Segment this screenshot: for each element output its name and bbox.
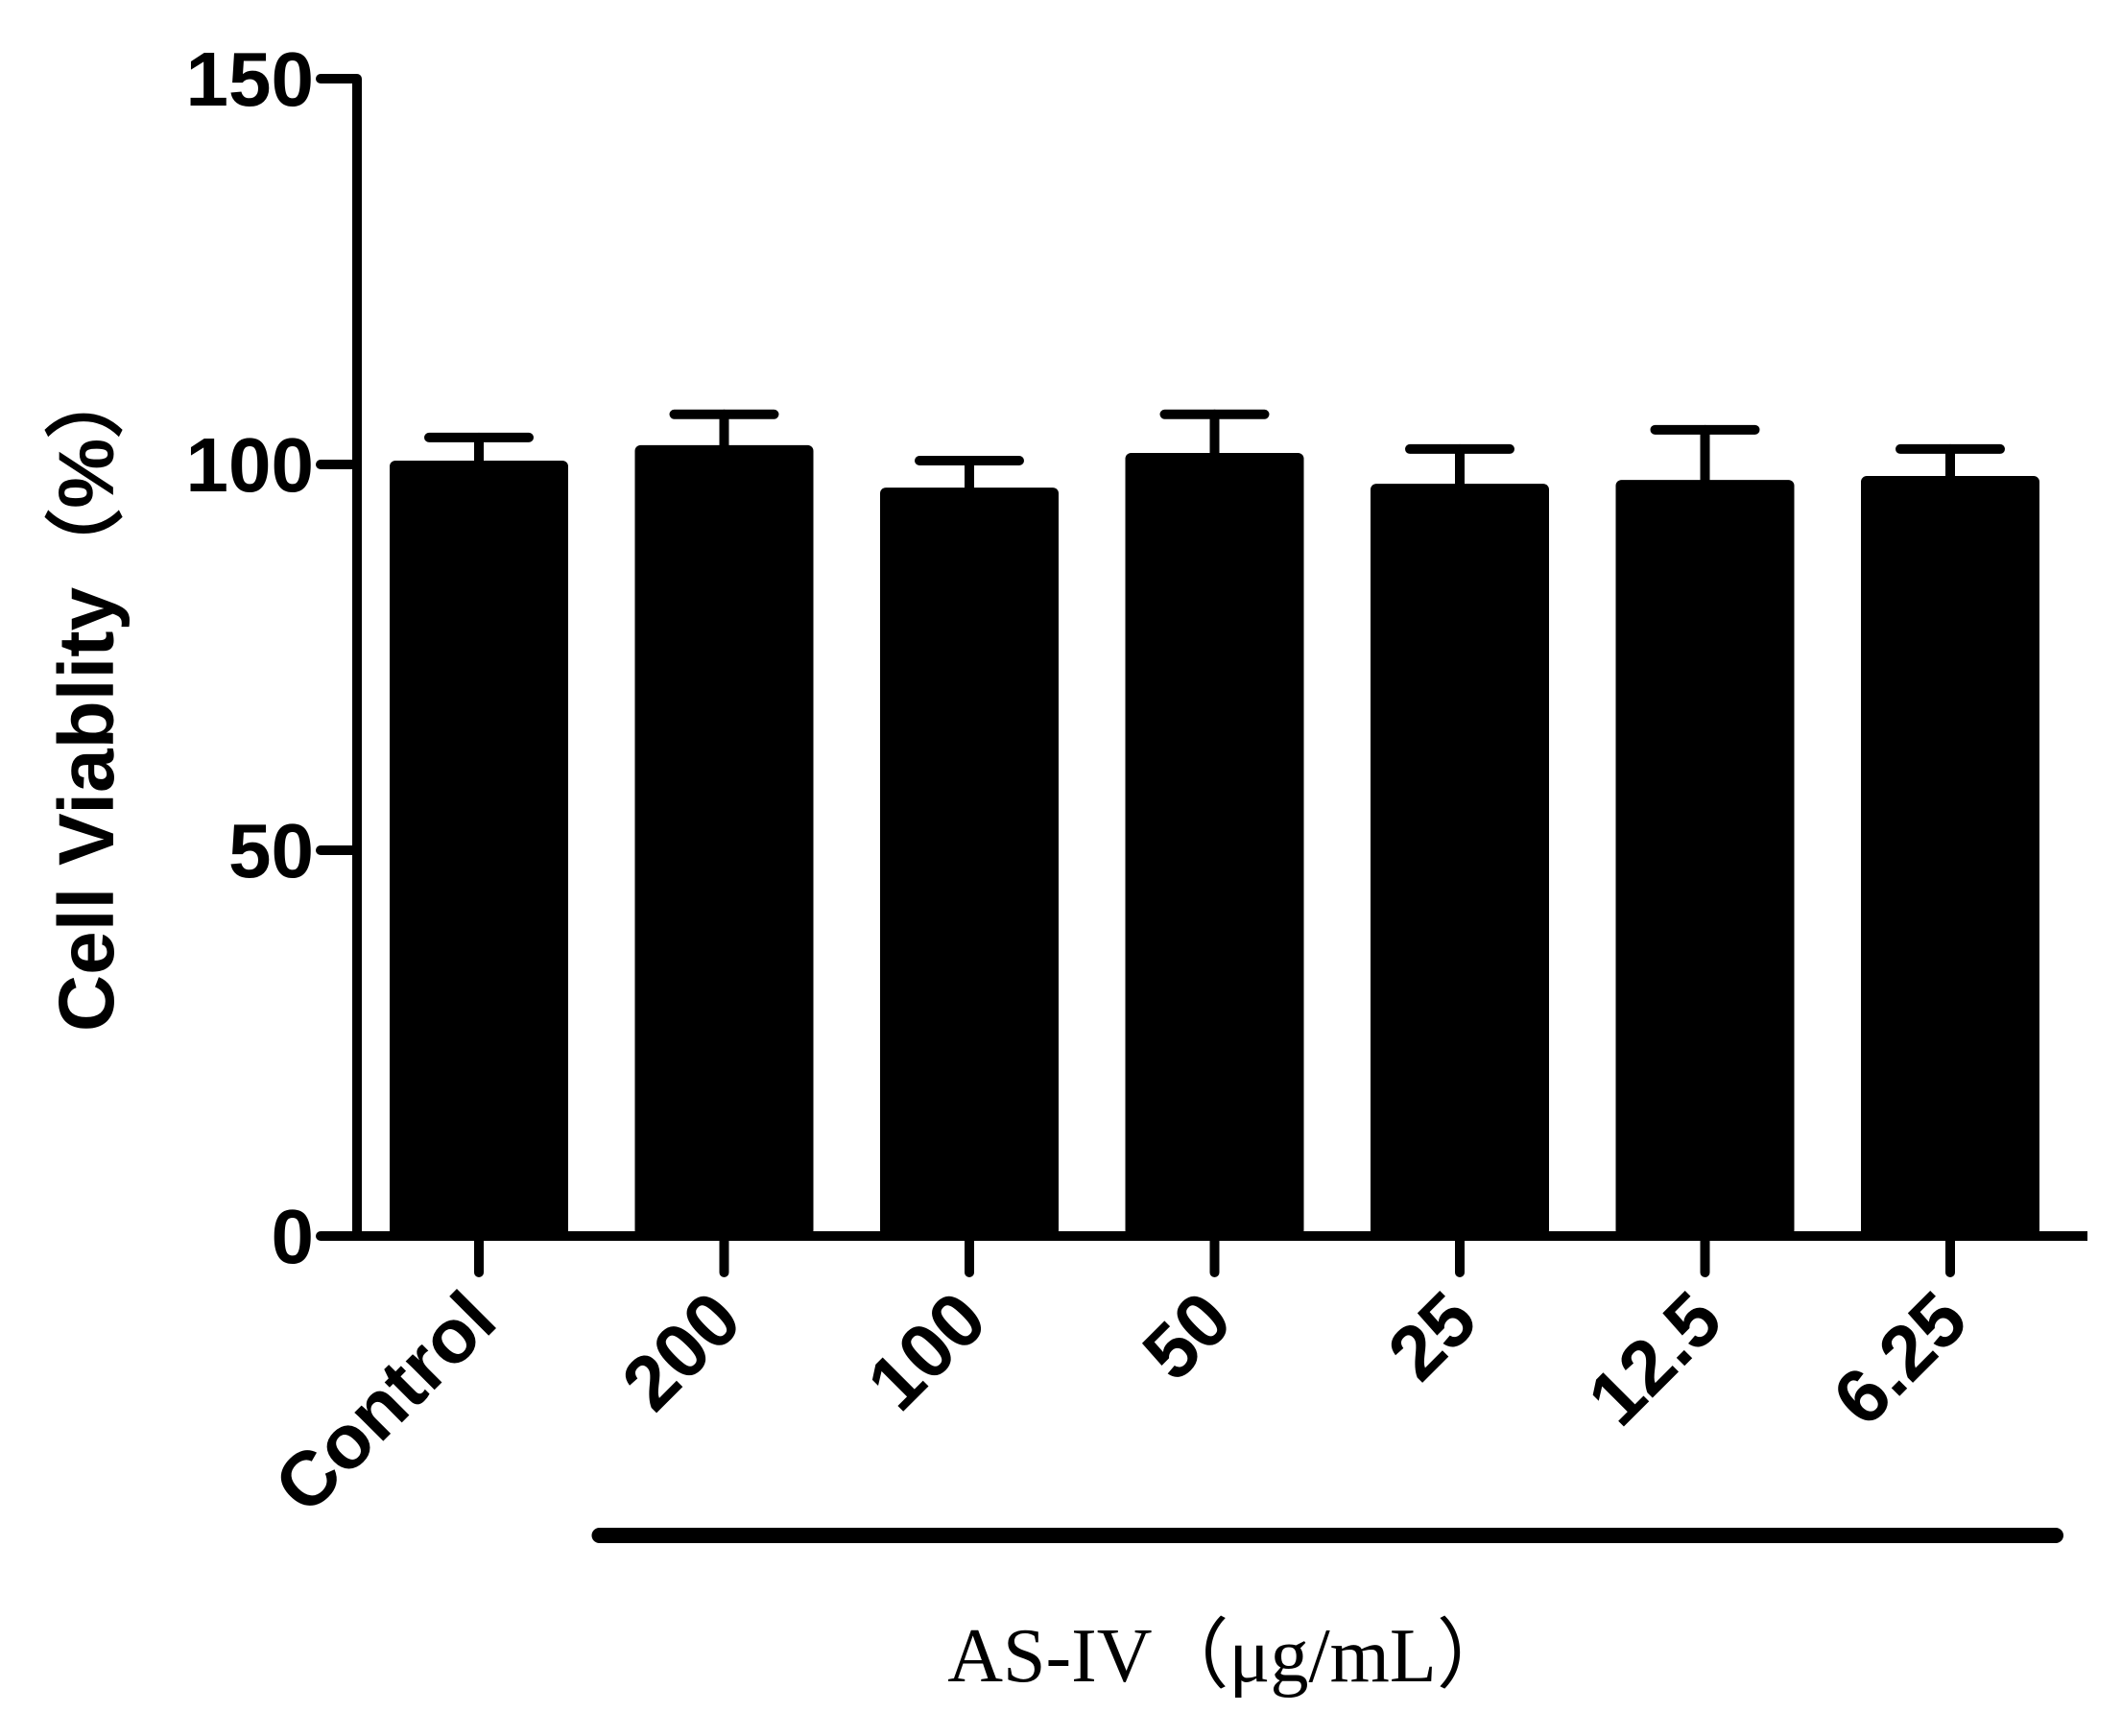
error-bars-layer: [424, 409, 2005, 497]
x-tick-label-100: 100: [851, 1275, 1002, 1426]
x-tick-label-control: Control: [258, 1275, 512, 1529]
bar-12-5: [1615, 480, 1795, 1237]
x-ticks: Control 200 100 50 25 12.5 6.25: [258, 1231, 1983, 1529]
bar-200: [634, 444, 814, 1236]
y-tick-label-0: 0: [272, 1194, 315, 1279]
bars-layer: [390, 444, 2039, 1237]
y-tick-label-150: 150: [186, 36, 314, 122]
bar-control: [390, 460, 568, 1237]
bar-25: [1371, 484, 1549, 1237]
x-tick-label-200: 200: [606, 1275, 756, 1426]
y-ticks: 0 50 100 150: [186, 36, 362, 1279]
group-label: AS-IV（μg/mL）: [947, 1614, 1514, 1699]
x-tick-label-25: 25: [1371, 1275, 1492, 1396]
y-tick-label-100: 100: [186, 422, 314, 508]
x-tick-label-12-5: 12.5: [1571, 1275, 1737, 1441]
bar-100: [880, 488, 1059, 1236]
x-tick-label-50: 50: [1127, 1275, 1248, 1396]
y-tick-label-50: 50: [228, 808, 314, 893]
x-tick-label-6-25: 6.25: [1817, 1275, 1983, 1441]
y-axis-label: Cell Viablity（%）: [43, 360, 131, 1032]
bar-6-25: [1861, 476, 2039, 1236]
bar-50: [1125, 452, 1304, 1236]
axes: [352, 79, 2087, 1241]
